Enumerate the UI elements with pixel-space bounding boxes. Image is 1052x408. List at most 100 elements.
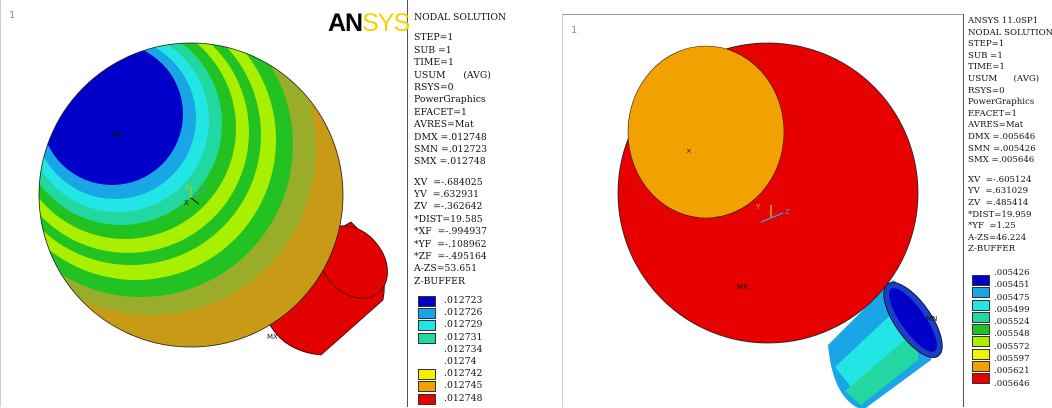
info-line: *DIST=19.585	[414, 213, 483, 225]
legend-value: .005426	[994, 268, 1030, 278]
info-line: Z-BUFFER	[414, 275, 465, 287]
info-line: NODAL SOLUTION	[414, 12, 507, 23]
info-line: USUM (AVG)	[414, 69, 491, 81]
info-line: YV =.632931	[414, 189, 479, 201]
graphics-viewport[interactable]: 1	[0, 0, 410, 407]
info-line: PowerGraphics	[414, 94, 486, 106]
info-line: RSYS=0	[968, 85, 1005, 96]
legend-swatch	[972, 287, 990, 299]
sphere-cap-contour	[627, 45, 785, 219]
legend-value: .005621	[994, 366, 1030, 377]
legend-value: .005499	[994, 304, 1030, 315]
info-line: SMX =.012748	[414, 156, 486, 168]
info-line: XV =-.605124	[968, 174, 1032, 185]
legend-swatch	[972, 299, 990, 311]
window-number: 1	[571, 25, 578, 36]
legend-value: .01274	[444, 355, 477, 367]
info-line: USUM (AVG)	[968, 73, 1040, 84]
info-line: STEP=1	[968, 39, 1005, 50]
ansys-logo: ANSYS	[328, 9, 410, 37]
info-line: DMX =.005646	[968, 131, 1036, 142]
legend-swatch	[418, 369, 436, 381]
info-line: ZV =.485414	[968, 197, 1029, 208]
info-line: *DIST=19.959	[968, 209, 1032, 220]
axis-triad	[760, 205, 784, 223]
info-line: AVRES=Mat	[968, 120, 1024, 131]
info-line: ZV =-.362642	[414, 201, 483, 213]
info-line: DMX =.012748	[414, 131, 487, 143]
legend-value: .012731	[444, 331, 483, 343]
legend-swatch	[972, 275, 990, 286]
solution-info: NODAL SOLUTION STEP=1 SUB =1 TIME=1 USUM (AV…	[414, 12, 506, 288]
legend-swatch	[418, 332, 436, 344]
legend-value: .005548	[994, 329, 1030, 340]
max-marker: MX	[267, 333, 278, 341]
info-line: SMN =.005426	[968, 143, 1036, 154]
info-line: PowerGraphics	[968, 97, 1035, 108]
legend-swatch	[418, 381, 436, 393]
legend-value: .012723	[444, 295, 483, 306]
legend-swatch	[418, 344, 436, 356]
legend-swatch	[972, 324, 990, 336]
legend-swatch	[418, 308, 436, 320]
node-marker: ×	[686, 147, 692, 155]
graphics-viewport[interactable]: 1 Y Z × MX MN	[562, 14, 964, 408]
info-line: AVRES=Mat	[414, 119, 474, 131]
legend-value: .012745	[444, 380, 483, 392]
window-number: 1	[9, 10, 16, 21]
legend-value: .012726	[444, 307, 483, 319]
info-line: ANSYS 11.0SP1	[968, 16, 1039, 26]
legend-swatch	[972, 361, 990, 373]
info-line: SMX =.005646	[968, 155, 1035, 166]
info-line	[414, 169, 506, 177]
legend-swatch	[972, 373, 990, 385]
info-line: A-ZS=53.651	[414, 263, 478, 275]
axis-y-label: Y	[184, 184, 190, 192]
info-line: *YF =1.25	[968, 221, 1016, 232]
info-line: A-ZS=46.224	[968, 232, 1027, 243]
info-line	[414, 24, 506, 32]
left-result-panel: 1	[0, 0, 507, 407]
legend-value: .012748	[444, 392, 483, 404]
legend-value: .005597	[994, 354, 1030, 365]
model-plot: Y Z × MX MN	[617, 42, 943, 408]
info-line	[968, 167, 1052, 175]
legend-value: .005572	[994, 341, 1030, 352]
axis-y-label: Y	[755, 203, 761, 211]
info-line: SMN =.012723	[414, 143, 488, 155]
info-line: XV =-.684025	[414, 176, 483, 188]
info-line: TIME=1	[968, 62, 1005, 73]
legend-value: .012734	[444, 343, 483, 355]
info-line: *YF =-.108962	[414, 238, 487, 250]
right-result-panel: 1 Y Z × MX MN ANSYS 11.0SP1	[562, 0, 1052, 408]
info-line: *XF =-.994937	[414, 226, 488, 238]
info-line: EFACET=1	[968, 108, 1017, 119]
info-line: STEP=1	[414, 32, 454, 44]
min-marker: MN	[926, 315, 937, 323]
axis-z-label: Z	[202, 186, 207, 194]
model-plot: Y Z X MN MX	[38, 42, 388, 356]
info-line: EFACET=1	[414, 106, 467, 118]
legend-swatch	[972, 311, 990, 323]
solution-info: ANSYS 11.0SP1 NODAL SOLUTION STEP=1 SUB =1 T…	[968, 16, 1052, 256]
legend-value: .005475	[994, 292, 1030, 303]
axis-z-label: Z	[785, 208, 790, 216]
legend-value: .005451	[994, 280, 1030, 291]
info-line: SUB =1	[414, 44, 452, 56]
info-line: TIME=1	[414, 57, 454, 69]
legend-value: .005646	[994, 378, 1030, 389]
cylinder-shaft	[828, 280, 943, 408]
legend-swatch	[972, 348, 990, 360]
legend-value: .012729	[444, 319, 483, 331]
legend-swatch	[972, 336, 990, 348]
info-line: Z-BUFFER	[968, 244, 1016, 255]
info-line: *ZF =-.495164	[414, 251, 487, 263]
max-marker: MX	[737, 283, 748, 291]
legend-swatch	[418, 296, 436, 307]
legend-value: .005524	[994, 317, 1030, 328]
axis-x-label: X	[184, 199, 189, 207]
info-line: NODAL SOLUTION	[968, 27, 1052, 38]
min-marker: MN	[111, 131, 122, 139]
legend-swatch	[972, 385, 990, 397]
info-line: RSYS=0	[414, 81, 454, 93]
